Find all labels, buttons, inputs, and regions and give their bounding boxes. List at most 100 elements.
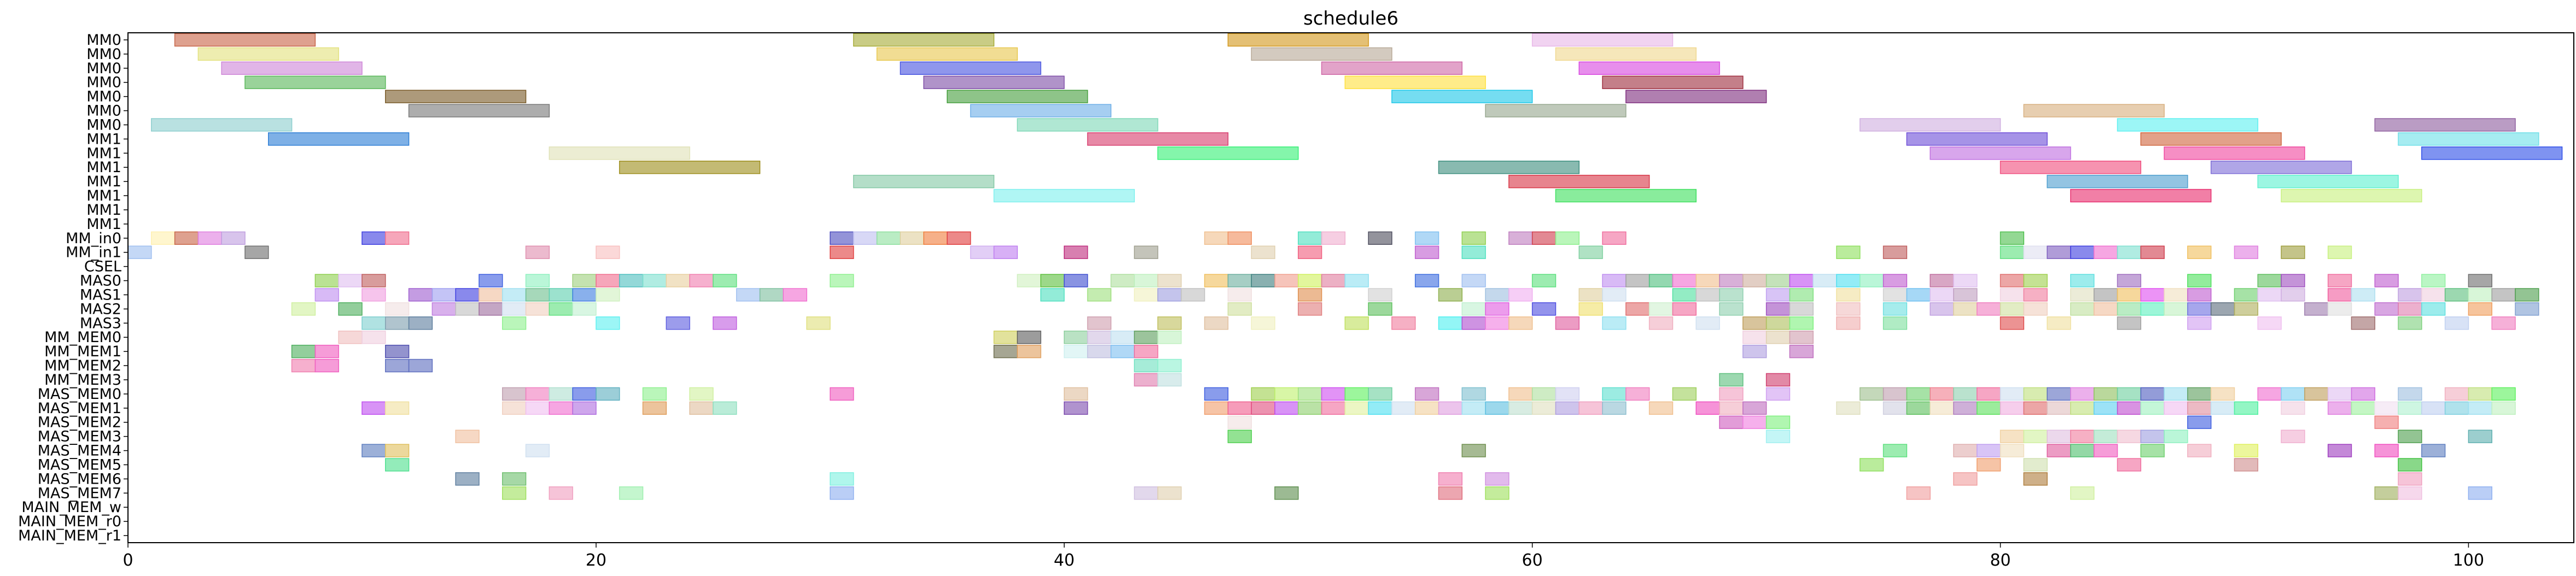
task-bar (2023, 288, 2048, 302)
task-bar (2187, 288, 2212, 302)
task-bar (291, 358, 316, 373)
task-bar (1555, 387, 1580, 401)
task-bar (1274, 401, 1299, 415)
task-bar (2398, 486, 2422, 500)
task-bar (1578, 61, 1720, 75)
task-bar (1227, 231, 1252, 245)
task-bar (151, 231, 176, 245)
task-bar (2023, 401, 2048, 415)
task-bar (1134, 486, 1158, 500)
task-bar (1789, 288, 1814, 302)
task-bar (314, 288, 339, 302)
task-bar (876, 47, 1018, 61)
task-bar (1485, 302, 1510, 316)
task-bar (2117, 302, 2142, 316)
task-bar (2491, 401, 2516, 415)
task-bar (2000, 401, 2025, 415)
task-bar (174, 231, 199, 245)
task-bar (2187, 302, 2212, 316)
task-bar (1251, 245, 1275, 259)
task-bar (2281, 401, 2305, 415)
task-bar (221, 231, 246, 245)
task-bar (1860, 387, 1884, 401)
task-bar (993, 344, 1018, 358)
task-bar (2281, 430, 2305, 443)
x-tick-label: 60 (1522, 551, 1543, 570)
task-bar (432, 288, 456, 302)
task-bar (1251, 387, 1275, 401)
task-bar (174, 33, 316, 47)
task-bar (314, 358, 339, 373)
task-bar (127, 245, 152, 259)
y-tick-label: MM1 (86, 173, 121, 190)
task-bar (2000, 387, 2025, 401)
task-bar (1836, 245, 1861, 259)
task-bar (1344, 401, 1369, 415)
task-bar (1836, 274, 1861, 287)
task-bar (1110, 274, 1135, 287)
task-bar (1461, 302, 1486, 316)
task-bar (1695, 288, 1720, 302)
task-bar (525, 288, 550, 302)
task-bar (1344, 316, 1369, 330)
task-bar (314, 274, 339, 287)
task-bar (642, 401, 667, 415)
task-bar (783, 288, 807, 302)
y-tick-label: MM1 (86, 145, 121, 162)
y-tick-label: MAIN_MEM_w (21, 499, 121, 516)
task-bar (572, 401, 597, 415)
task-bar (525, 245, 550, 259)
task-bar (1180, 288, 1205, 302)
task-bar (2468, 401, 2492, 415)
task-bar (1719, 401, 1744, 415)
task-bar (2210, 302, 2235, 316)
task-bar (455, 472, 480, 486)
task-bar (1414, 231, 1439, 245)
y-axis: MM0MM0MM0MM0MM0MM0MM0MM1MM1MM1MM1MM1MM1M… (18, 32, 128, 544)
task-bar (2070, 288, 2095, 302)
task-bar (549, 288, 573, 302)
task-bar (1157, 274, 1182, 287)
task-bar (900, 61, 1041, 75)
task-bar (2327, 245, 2352, 259)
task-bar (362, 401, 386, 415)
task-bar (1765, 430, 1791, 443)
task-bar (244, 245, 269, 259)
task-bar (2374, 486, 2399, 500)
task-bar (1508, 401, 1533, 415)
task-bar (1883, 401, 1908, 415)
task-bar (1906, 132, 2048, 146)
task-bar (384, 231, 410, 245)
task-bar (1414, 387, 1439, 401)
task-bar (1531, 274, 1557, 287)
task-bar (362, 274, 386, 287)
y-tick-label: MM0 (86, 89, 121, 105)
task-bar (689, 274, 714, 287)
task-bar (713, 274, 737, 287)
task-bar (1765, 373, 1791, 387)
task-bar (1227, 401, 1252, 415)
task-bar (1297, 387, 1322, 401)
task-bar (384, 344, 410, 358)
task-bar (1930, 302, 1954, 316)
task-bar (1648, 401, 1674, 415)
task-bar (1765, 331, 1791, 344)
task-bar (2444, 316, 2469, 330)
task-bar (1976, 458, 2001, 472)
task-bar (1227, 430, 1252, 443)
task-bar (970, 104, 1112, 117)
task-bar (689, 401, 714, 415)
task-bar (2468, 274, 2492, 287)
task-bar (1461, 245, 1486, 259)
task-bar (2070, 274, 2095, 287)
task-bar (2047, 245, 2071, 259)
task-bar (1508, 387, 1533, 401)
task-bar (291, 302, 316, 316)
task-bar (2398, 430, 2422, 443)
task-bar (1648, 316, 1674, 330)
task-bar (596, 288, 620, 302)
task-bar (2117, 245, 2142, 259)
task-bar (1765, 387, 1791, 401)
task-bar (362, 316, 386, 330)
task-bar (2140, 444, 2165, 457)
